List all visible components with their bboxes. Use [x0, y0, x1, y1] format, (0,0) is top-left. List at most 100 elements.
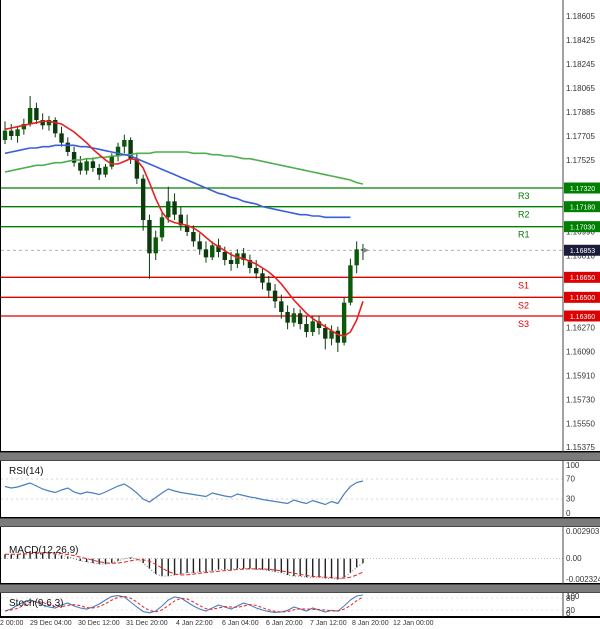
indicator-tick: 0.002903: [566, 527, 600, 536]
indicator-tick: 20: [566, 606, 575, 615]
macd-panel[interactable]: MACD(12,26,9) 0.002903 0.00 -0.002324: [0, 527, 600, 584]
candle-body: [191, 232, 196, 242]
candle-body: [279, 301, 284, 312]
candle-body: [247, 260, 253, 268]
candle-body: [134, 158, 140, 179]
candle-body: [304, 324, 309, 332]
time-label: 29 Dec 04:00: [30, 620, 72, 627]
candle-body: [210, 245, 215, 258]
time-label: 7 Jan 12:00: [310, 620, 347, 627]
candle-body: [203, 249, 209, 258]
indicator-tick: 80: [566, 594, 575, 603]
macd-canvas[interactable]: 0.002903 0.00 -0.002324: [1, 527, 600, 584]
rsi-line: [4, 480, 364, 506]
price-chart-canvas[interactable]: 1.18605 1.18425 1.18245 1.18065 1.17885 1.177…: [1, 0, 600, 452]
price-tick: 1.17885: [566, 108, 595, 117]
candle-body: [140, 178, 146, 220]
candle-body: [2, 130, 8, 140]
candle-body: [78, 162, 83, 171]
candle-body: [184, 225, 190, 232]
candle-body: [216, 245, 221, 252]
rsi-panel[interactable]: RSI(14) 100 70 30 0: [0, 461, 600, 518]
support-badge-S1: [564, 271, 600, 283]
price-tick: 1.17525: [566, 156, 595, 165]
price-tick: 1.16270: [566, 324, 595, 333]
support-label-S3: S3: [518, 319, 529, 329]
price-tick: 1.15550: [566, 420, 595, 429]
candle-body: [197, 241, 202, 250]
candle-body: [241, 253, 246, 260]
candle-body: [71, 152, 77, 163]
candle-body: [97, 168, 102, 175]
candle-body: [21, 124, 27, 130]
candle-body: [65, 142, 70, 152]
panel-divider-1[interactable]: [0, 452, 600, 461]
rsi-canvas[interactable]: 100 70 30 0: [1, 461, 600, 518]
stoch-label: Stoch(9,6,3): [9, 598, 64, 609]
support-badge-S3: [564, 310, 600, 322]
candle-body: [348, 265, 353, 303]
support-badge-S2-text: 1.16500: [570, 295, 595, 302]
candle-body: [235, 253, 240, 264]
candle-body: [360, 249, 366, 251]
time-label: 6 Jan 04:00: [222, 620, 259, 627]
resistance-badge-R3-text: 1.17320: [570, 186, 595, 193]
resistance-badge-R2-text: 1.17180: [570, 204, 595, 211]
candle-body: [178, 214, 184, 226]
time-label: 2 00:00: [0, 620, 24, 627]
candle-body: [310, 321, 315, 332]
candle-body: [128, 140, 133, 159]
price-tick: 1.16810: [566, 252, 595, 261]
indicator-tick: 0: [566, 609, 571, 617]
candle-body: [172, 201, 177, 215]
candle-body: [159, 217, 165, 238]
candle-body: [354, 249, 359, 266]
resistance-badge-R2: [564, 201, 600, 213]
candle-body: [329, 330, 334, 339]
support-label-S1: S1: [518, 280, 529, 290]
support-badge-S2: [564, 291, 600, 303]
candle-body: [254, 268, 259, 274]
panel-divider-2[interactable]: [0, 518, 600, 527]
candle-body: [122, 140, 127, 147]
indicator-tick: 0.00: [566, 554, 582, 563]
indicator-tick: 0: [566, 509, 571, 518]
time-label: 4 Jan 22:00: [176, 620, 213, 627]
price-tick: 1.17705: [566, 132, 595, 141]
candle-body: [59, 133, 64, 143]
main-price-panel[interactable]: 1.18605 1.18425 1.18245 1.18065 1.17885 1.177…: [0, 0, 600, 452]
ma-slow-green: [4, 151, 364, 185]
price-tick: 1.15910: [566, 372, 595, 381]
candle-body: [115, 146, 121, 156]
indicator-tick: 70: [566, 475, 575, 484]
time-label: 30 Dec 12:00: [78, 620, 120, 627]
candle-body: [90, 161, 96, 168]
candle-body: [109, 156, 114, 167]
support-badge-S3-text: 1.16360: [570, 314, 595, 321]
price-tick: 1.18425: [566, 36, 595, 45]
price-tick: 1.15730: [566, 396, 595, 405]
candle-body: [53, 120, 58, 134]
candle-body: [297, 313, 303, 324]
candle-body: [103, 166, 108, 175]
resistance-badge-R1: [564, 221, 600, 233]
resistance-label-R2: R2: [518, 210, 530, 220]
candle-body: [222, 252, 227, 260]
time-label: 12 Jan 00:00: [393, 620, 434, 627]
resistance-label-R3: R3: [518, 191, 530, 201]
ma-fast-red: [4, 120, 364, 337]
candle-body: [228, 260, 234, 264]
candle-body: [9, 130, 14, 136]
indicator-tick: -0.002324: [566, 575, 600, 584]
current-price-badge: [564, 244, 600, 256]
stoch-panel[interactable]: Stoch(9,6,3) 100 80 20 0: [0, 593, 600, 617]
current-price-marker: [363, 247, 369, 254]
resistance-badge-R3: [564, 182, 600, 194]
candle-body: [316, 321, 322, 328]
candle-body: [34, 108, 39, 120]
panel-divider-3[interactable]: [0, 584, 600, 593]
macd-line: [5, 551, 364, 580]
price-tick: 1.18605: [566, 12, 595, 21]
